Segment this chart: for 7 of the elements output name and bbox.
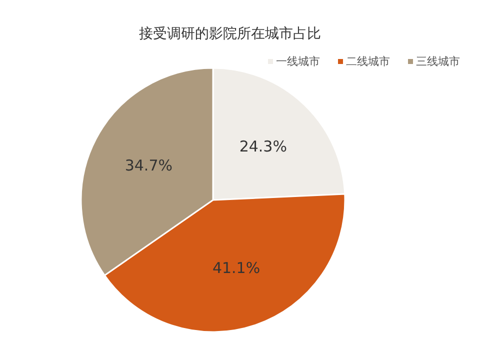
chart-title: 接受调研的影院所在城市占比: [139, 26, 321, 42]
legend-label: 二线城市: [346, 55, 390, 68]
data-label: 41.1%: [212, 258, 260, 277]
data-label: 34.7%: [124, 156, 172, 174]
legend-label: 三线城市: [416, 55, 460, 68]
legend-label: 一线城市: [276, 55, 320, 68]
data-label: 24.3%: [239, 138, 287, 156]
